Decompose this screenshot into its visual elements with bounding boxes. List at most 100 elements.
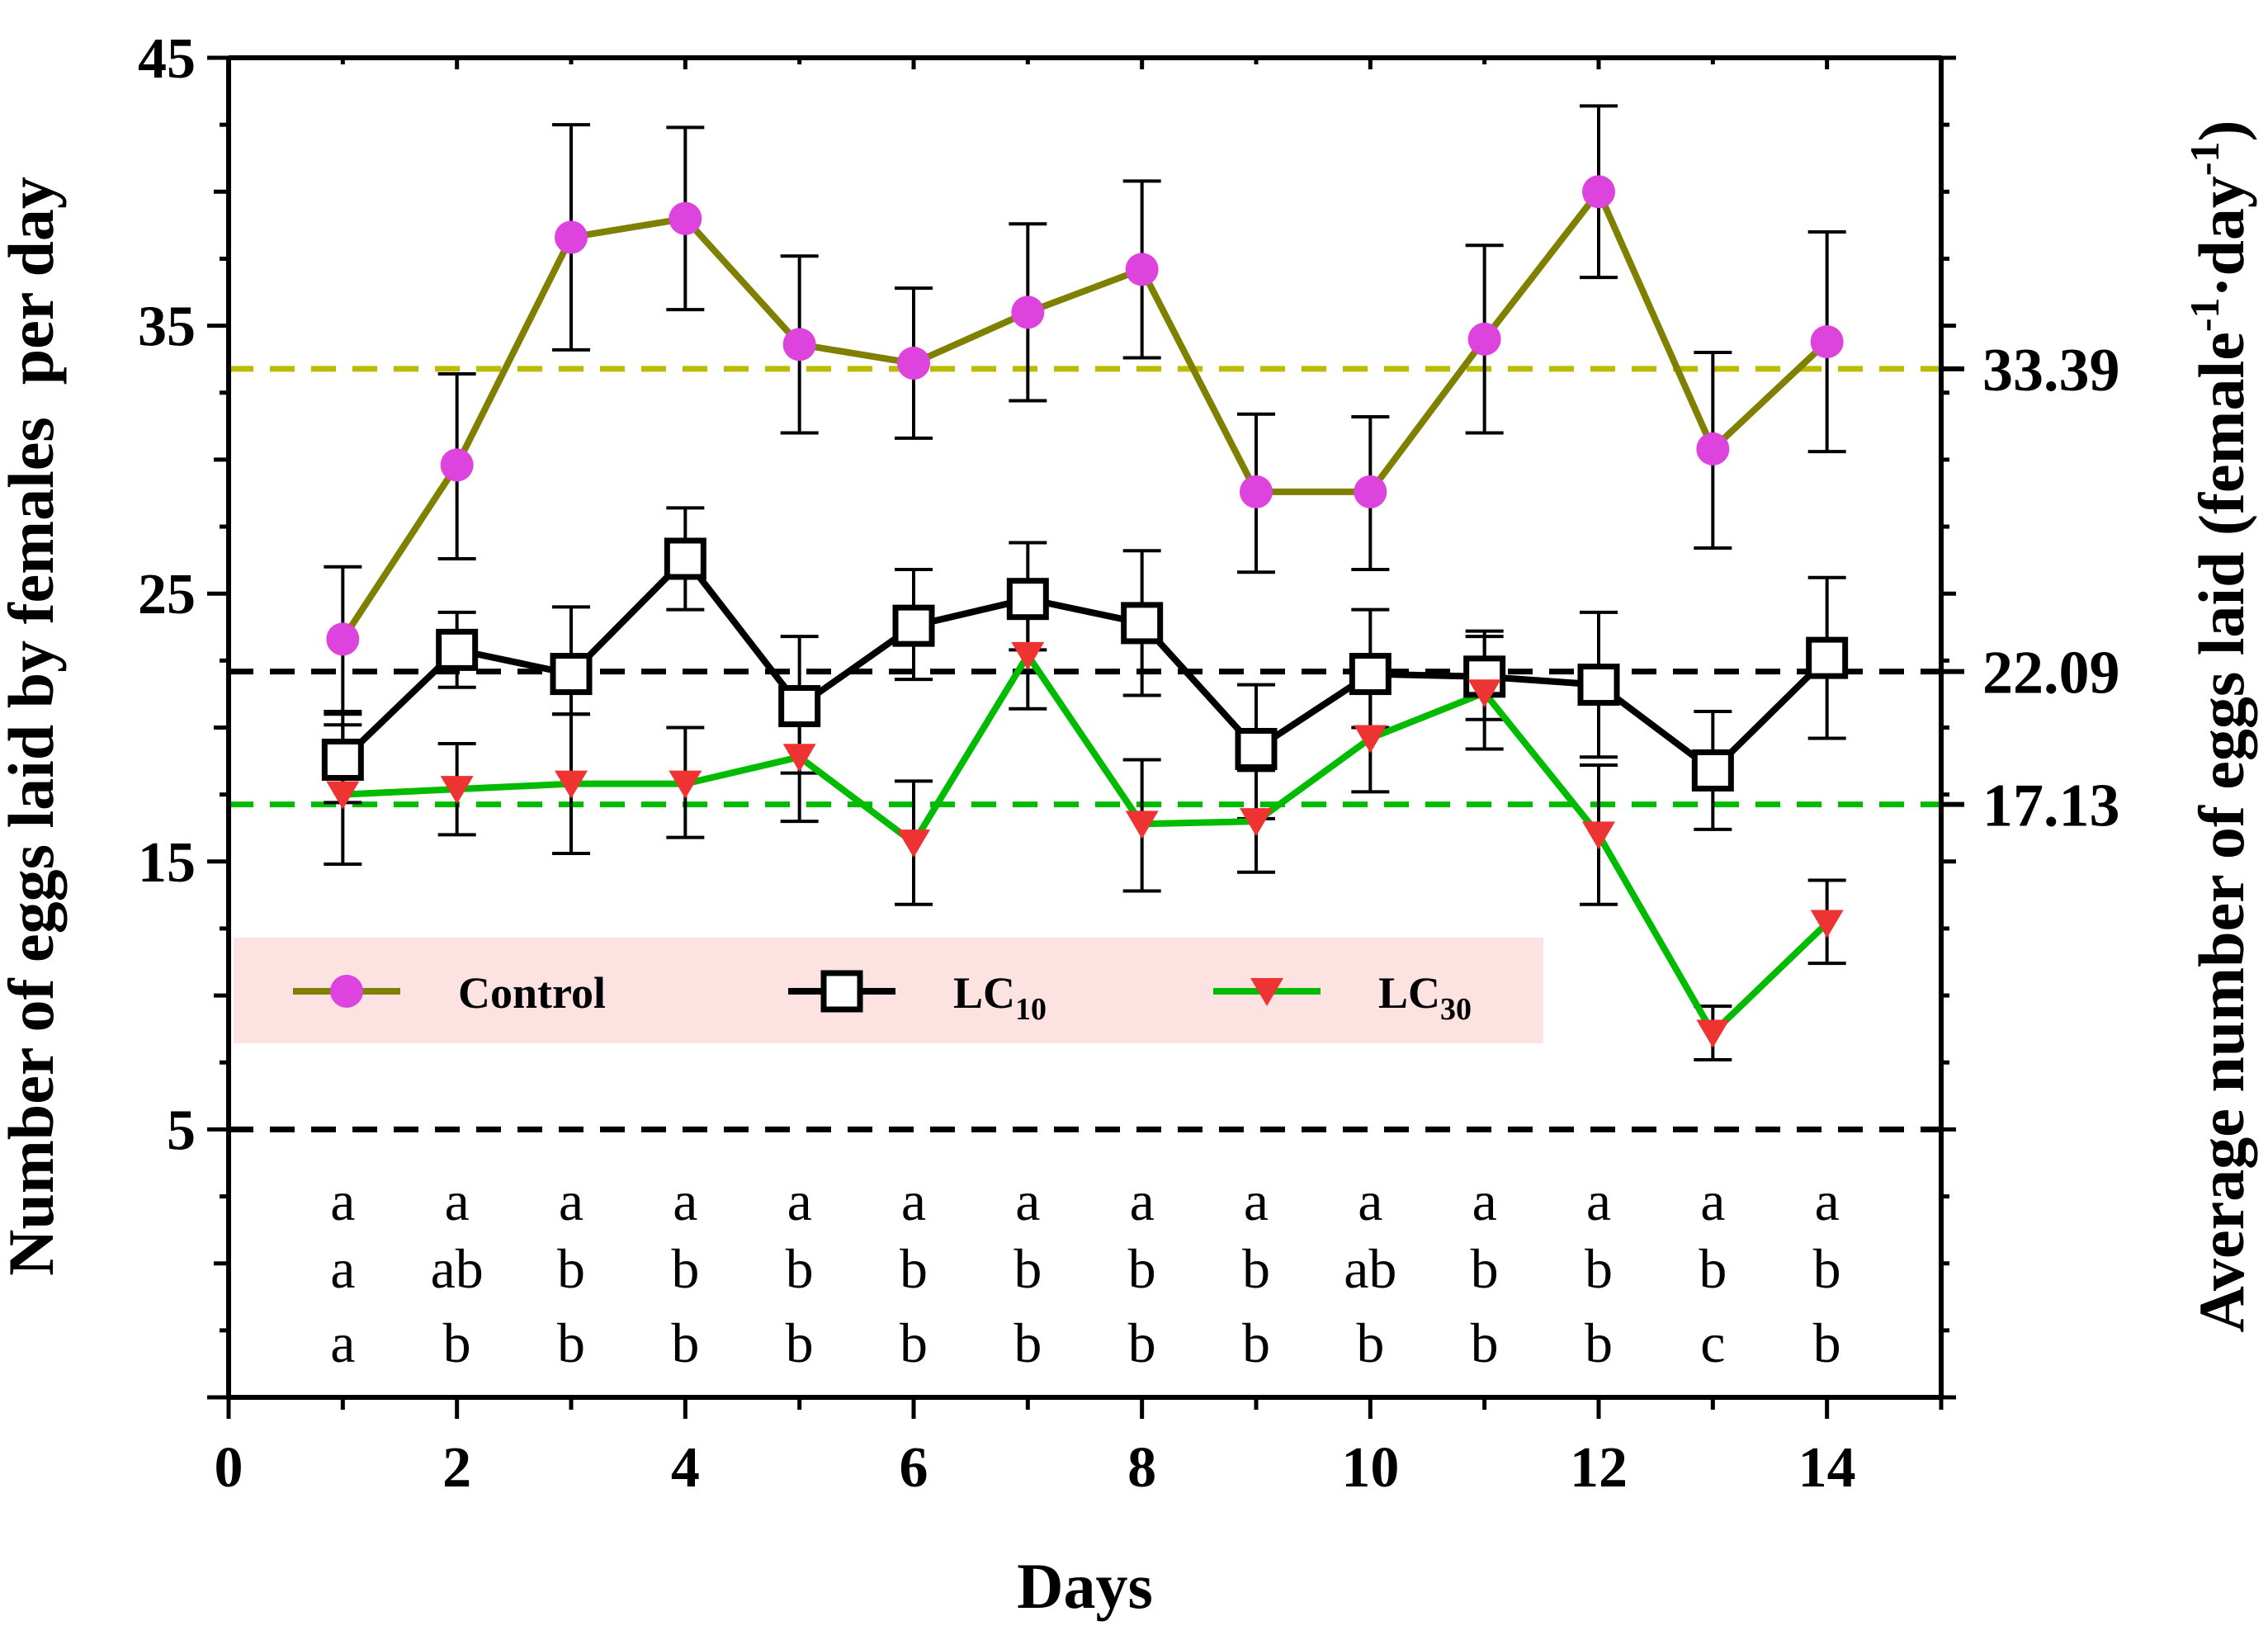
significance-letter: b	[1699, 1237, 1727, 1300]
data-point	[669, 201, 702, 235]
data-point	[1125, 253, 1159, 286]
legend-label-sub: 30	[1440, 992, 1472, 1027]
data-point	[782, 744, 816, 773]
significance-letter: a	[1472, 1170, 1497, 1232]
y-tick-label: 5	[167, 1099, 196, 1162]
significance-letter: a	[330, 1237, 355, 1300]
data-point	[1806, 636, 1849, 679]
significance-letter: b	[786, 1312, 814, 1374]
x-tick-label: 0	[215, 1436, 243, 1500]
significance-letter: b	[786, 1237, 814, 1300]
data-point	[1810, 910, 1844, 938]
data-point	[1582, 175, 1615, 209]
significance-letter: a	[1015, 1170, 1040, 1232]
data-point	[1240, 475, 1273, 508]
x-tick-label: 12	[1570, 1436, 1628, 1500]
significance-letter: a	[901, 1170, 926, 1232]
significance-letter: b	[1014, 1237, 1042, 1300]
significance-letter: a	[1130, 1170, 1155, 1232]
y2-axis-title-part: -1	[2181, 298, 2228, 333]
y-tick-label: 25	[138, 563, 196, 626]
y-tick-label: 45	[138, 27, 196, 91]
x-tick-label: 8	[1127, 1436, 1156, 1500]
series-line	[339, 188, 1830, 641]
significance-letter: a	[330, 1312, 355, 1374]
legend-label: Control	[458, 968, 606, 1018]
significance-letter: a	[1700, 1170, 1725, 1232]
significance-letter: a	[1358, 1170, 1382, 1232]
data-point	[1349, 653, 1392, 696]
significance-letter: b	[1128, 1237, 1156, 1300]
data-point	[1467, 322, 1501, 356]
y2-axis-title: Average number of eggs laid (female-1·da…	[2181, 120, 2257, 1332]
significance-letter: b	[900, 1237, 928, 1300]
significance-letter: b	[557, 1237, 585, 1300]
legend-label-main: Control	[458, 968, 606, 1018]
significance-letter: b	[557, 1312, 585, 1374]
significance-letter: b	[1813, 1312, 1841, 1374]
data-point	[1582, 821, 1615, 850]
data-point	[778, 685, 821, 728]
significance-letter: ab	[1344, 1237, 1396, 1300]
significance-letter: a	[1586, 1170, 1611, 1232]
significance-letter: b	[671, 1237, 699, 1300]
significance-letter: a	[787, 1170, 812, 1232]
data-point	[669, 770, 702, 799]
data-point	[1006, 578, 1049, 621]
x-axis-title: Days	[1017, 1550, 1153, 1622]
significance-letter: a	[445, 1170, 470, 1232]
significance-letter: ab	[431, 1237, 484, 1300]
data-point	[555, 770, 588, 799]
data-point	[1354, 475, 1387, 508]
reference-label: 22.09	[1982, 640, 2120, 707]
data-point	[555, 220, 588, 254]
x-tick-label: 14	[1798, 1436, 1856, 1500]
significance-letter: a	[330, 1170, 355, 1232]
significance-letter: b	[671, 1312, 699, 1374]
significance-letter: b	[1128, 1312, 1156, 1374]
x-tick-label: 6	[900, 1436, 928, 1500]
data-point	[1696, 432, 1730, 466]
legend-label: LC30	[1378, 968, 1472, 1027]
legend-marker	[820, 970, 863, 1013]
significance-letter: b	[443, 1312, 471, 1374]
data-point	[550, 653, 593, 696]
data-point	[1810, 325, 1844, 359]
data-point	[782, 328, 816, 362]
x-tick-label: 4	[671, 1436, 700, 1500]
data-point	[1235, 727, 1278, 770]
data-point	[1121, 602, 1164, 645]
significance-letter: b	[1813, 1237, 1841, 1300]
significance-letter: b	[1242, 1237, 1270, 1300]
data-point	[1354, 725, 1387, 754]
significance-letter: c	[1700, 1312, 1725, 1374]
data-point	[326, 622, 360, 656]
data-point	[892, 604, 935, 647]
y-tick-label: 35	[138, 295, 196, 359]
data-point	[440, 448, 474, 482]
data-point	[664, 537, 706, 580]
significance-letter: b	[1471, 1312, 1499, 1374]
series-line	[343, 651, 1830, 1037]
reference-label: 33.39	[1982, 337, 2120, 404]
legend-label-main: LC	[1378, 968, 1440, 1018]
data-point	[436, 628, 479, 671]
significance-letter: b	[1014, 1312, 1042, 1374]
y2-axis-title-part: ·day	[2185, 176, 2257, 297]
reference-label: 17.13	[1982, 773, 2120, 840]
legend-label: LC10	[953, 968, 1047, 1027]
significance-letter: b	[1471, 1237, 1499, 1300]
data-point	[1696, 1019, 1730, 1048]
significance-letter: a	[673, 1170, 697, 1232]
y2-axis-title-part: Average number of eggs laid (female	[2185, 332, 2257, 1332]
significance-letter: a	[1815, 1170, 1840, 1232]
data-point	[897, 347, 930, 380]
significance-letter: b	[900, 1312, 928, 1374]
data-point	[321, 738, 364, 781]
x-tick-label: 10	[1341, 1436, 1399, 1500]
significance-letter: b	[1242, 1312, 1270, 1374]
significance-letter: a	[1244, 1170, 1269, 1232]
significance-letter: b	[1356, 1312, 1384, 1374]
data-point	[1691, 749, 1734, 792]
